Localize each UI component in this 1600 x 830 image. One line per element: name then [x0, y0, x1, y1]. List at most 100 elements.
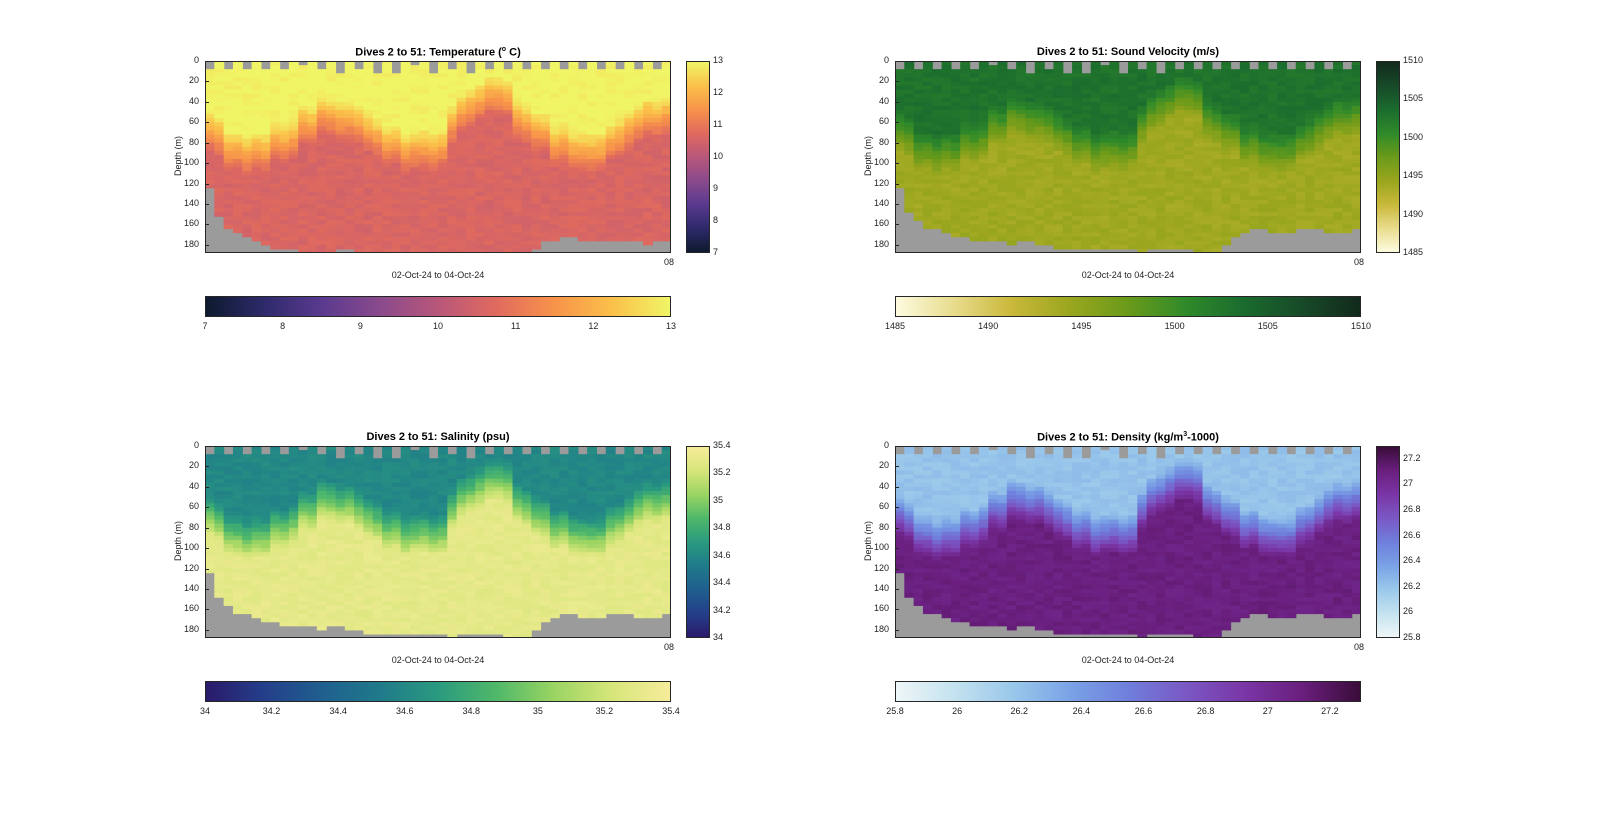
heatmap-cell	[1072, 228, 1082, 234]
heatmap-cell	[438, 110, 448, 115]
heatmap-cell	[205, 93, 215, 99]
heatmap-cell	[1267, 220, 1278, 226]
heatmap-cell	[410, 212, 420, 217]
heatmap-cell	[354, 97, 365, 103]
heatmap-cell	[279, 466, 290, 472]
heatmap-cell	[624, 85, 635, 91]
heatmap-cell	[1053, 236, 1064, 242]
heatmap-cell	[1025, 224, 1036, 230]
heatmap-cell	[661, 77, 671, 83]
heatmap-cell	[251, 232, 262, 238]
heatmap-cell	[251, 511, 262, 517]
heatmap-cell	[1100, 97, 1110, 103]
heatmap-cell	[577, 171, 588, 176]
heatmap-cell	[1333, 171, 1343, 176]
heatmap-cell	[1314, 142, 1325, 148]
heatmap-cell	[1351, 183, 1361, 189]
heatmap-cell	[438, 105, 448, 111]
heatmap-cell	[1333, 89, 1343, 95]
heatmap-cell	[288, 77, 299, 83]
heatmap-cell	[391, 216, 402, 221]
heatmap-cell	[895, 97, 905, 103]
heatmap-cell	[1016, 216, 1027, 221]
heatmap-cell	[270, 515, 281, 521]
heatmap-cell	[260, 568, 271, 574]
heatmap-cell	[279, 503, 290, 508]
heatmap-cell	[419, 122, 430, 127]
heatmap-cell	[1081, 85, 1092, 91]
heatmap-cell	[652, 85, 663, 91]
heatmap-cell	[1230, 118, 1241, 123]
heatmap-cell	[1072, 203, 1082, 209]
heatmap-cell	[260, 179, 271, 185]
heatmap-cell	[549, 105, 560, 111]
heatmap-cell	[988, 105, 999, 111]
heatmap-cell	[1137, 216, 1148, 221]
heatmap-cell	[1351, 101, 1361, 107]
heatmap-cell	[279, 228, 290, 234]
heatmap-cell	[288, 576, 299, 582]
y-tick-label: 20	[188, 75, 199, 86]
heatmap-cell	[1174, 232, 1185, 238]
heatmap-cell	[1109, 114, 1120, 119]
heatmap-cell	[326, 576, 337, 582]
y-tick-label: 0	[883, 55, 889, 65]
heatmap-cell	[419, 191, 430, 197]
heatmap-cell	[1044, 228, 1055, 234]
heatmap-cell	[1034, 159, 1045, 164]
heatmap-cell	[1072, 220, 1082, 226]
heatmap-cell	[326, 454, 337, 459]
heatmap-cell	[354, 134, 365, 140]
heatmap-cell	[1258, 97, 1269, 103]
heatmap-cell	[1277, 89, 1288, 95]
heatmap-cell	[307, 195, 318, 201]
heatmap-cell	[633, 199, 644, 205]
heatmap-cell	[1305, 69, 1315, 74]
colorbar-tick-label: 1495	[1071, 321, 1092, 331]
heatmap-cell	[503, 73, 514, 78]
heatmap-cell	[941, 81, 952, 87]
heatmap-cell	[242, 159, 253, 164]
heatmap-cell	[1351, 134, 1361, 140]
heatmap-cell	[344, 183, 355, 189]
heatmap-cell	[1128, 61, 1138, 66]
heatmap-cell	[456, 216, 467, 221]
heatmap-cell	[214, 101, 225, 107]
heatmap-cell	[326, 548, 337, 553]
heatmap-cell	[316, 486, 327, 492]
heatmap-cell	[540, 138, 551, 144]
colorbar-tick-label: 1505	[1257, 321, 1278, 331]
heatmap-cell	[326, 593, 337, 598]
heatmap-cell	[1193, 212, 1204, 217]
heatmap-cell	[400, 93, 411, 99]
heatmap-cell	[1006, 142, 1017, 148]
heatmap-cell	[493, 203, 504, 209]
heatmap-cell	[493, 134, 504, 140]
heatmap-cell	[503, 69, 514, 74]
heatmap-cell	[1025, 105, 1036, 111]
heatmap-cell	[1277, 138, 1288, 144]
heatmap-cell	[652, 220, 663, 226]
heatmap-cell	[410, 110, 420, 115]
heatmap-cell	[559, 220, 570, 226]
heatmap-cell	[260, 605, 271, 611]
heatmap-cell	[531, 159, 542, 164]
heatmap-cell	[549, 89, 560, 95]
heatmap-cell	[288, 499, 299, 504]
heatmap-cell	[307, 564, 318, 570]
heatmap-cell	[969, 203, 980, 209]
heatmap-cell	[1174, 236, 1185, 242]
heatmap-cell	[549, 236, 560, 242]
heatmap-cell	[344, 167, 355, 172]
heatmap-cell	[633, 171, 644, 176]
heatmap-cell	[251, 138, 262, 144]
heatmap-cell	[242, 212, 253, 217]
heatmap-cell	[419, 203, 430, 209]
heatmap-cell	[1202, 146, 1213, 152]
heatmap-cell	[521, 154, 532, 160]
heatmap-cell	[428, 167, 439, 172]
heatmap-cell	[624, 224, 635, 230]
heatmap-cell	[1025, 126, 1036, 132]
heatmap-cell	[288, 216, 299, 221]
heatmap-cell	[242, 454, 253, 459]
